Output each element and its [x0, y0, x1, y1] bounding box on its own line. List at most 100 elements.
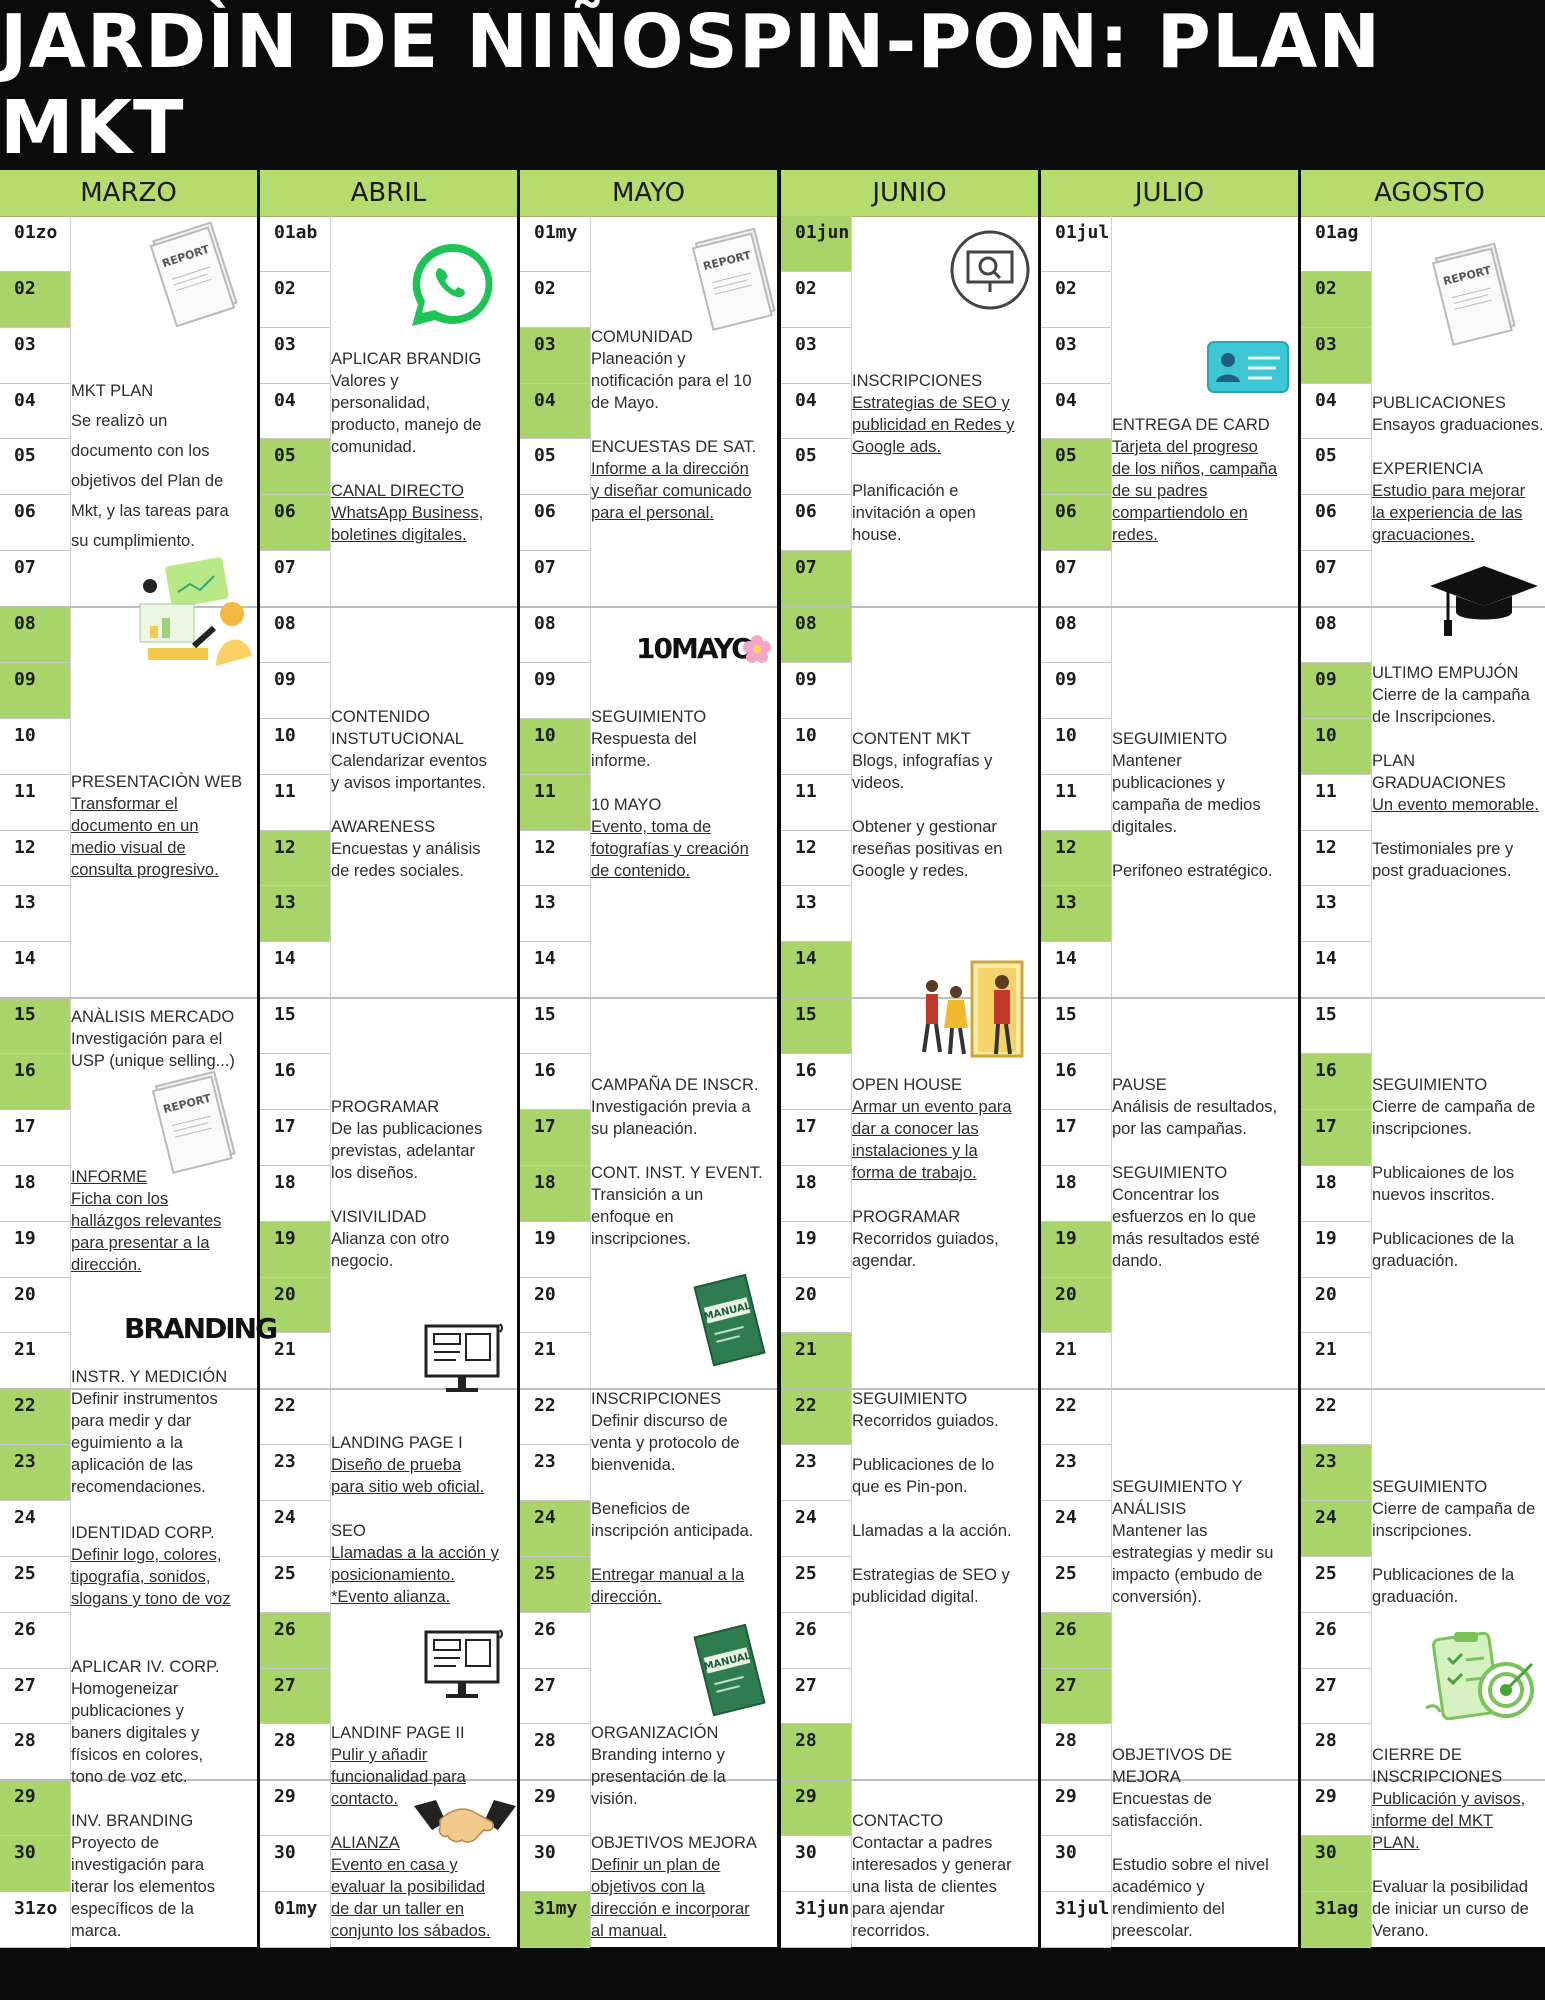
mayo-10-logo: 10MAYO — [636, 632, 755, 665]
day-number: 20 — [0, 1278, 70, 1334]
week-separator — [0, 1779, 257, 1782]
day-number: 09 — [260, 663, 330, 719]
day-number: 17 — [260, 1110, 330, 1166]
event-line: INSCRIPCIONES — [591, 1390, 722, 1408]
event-line: graduación. — [1372, 1252, 1459, 1270]
month-header: JULIO — [1041, 170, 1298, 217]
event-block: CAMPAÑA DE INSCR. Investigación previa a s… — [591, 1074, 776, 1250]
monitor-icon — [424, 1323, 503, 1392]
event-line: bienvenida. — [591, 1456, 676, 1474]
event-line: Estudio para mejorar — [1372, 482, 1526, 500]
month-header: MAYO — [520, 170, 777, 217]
day-number: 13 — [1041, 886, 1111, 943]
event-line: aplicación de las — [71, 1456, 193, 1474]
event-line: Branding interno y — [591, 1746, 725, 1764]
day-number: 18 — [520, 1165, 590, 1222]
month-column-agosto: AGOSTO 01ag 02 03 04 05 06 07 08 09 10 11 12 13 14 15 16… — [1301, 170, 1545, 1948]
event-line: Google ads. — [852, 438, 941, 456]
day-number: 14 — [781, 942, 851, 999]
day-number: 16 — [260, 1054, 330, 1110]
event-line: de dar un taller en — [331, 1900, 465, 1918]
event-block: APLICAR BRANDIG Valores y personalidad, pro… — [331, 348, 516, 546]
day-number: 24 — [1301, 1501, 1371, 1557]
event-line: Respuesta del — [591, 730, 697, 748]
day-number: 09 — [1041, 663, 1111, 719]
day-number: 12 — [260, 830, 330, 887]
event-line: Evento en casa y — [331, 1856, 458, 1874]
day-number: 15 — [0, 998, 70, 1055]
event-block: OBJETIVOS DE MEJORA Encuestas de satisfacci… — [1112, 1744, 1297, 1942]
event-line: documento en un — [71, 817, 199, 835]
event-line: documento con los — [71, 442, 210, 460]
event-line: Planificación e — [852, 482, 959, 500]
day-number: 25 — [260, 1557, 330, 1613]
event-line: contacto. — [331, 1790, 398, 1808]
day-number: 16 — [520, 1054, 590, 1110]
day-number: 04 — [0, 384, 70, 440]
day-number: 31ag — [1301, 1892, 1371, 1948]
event-line: Transición a un — [591, 1186, 704, 1204]
event-line: compartiendolo en — [1112, 504, 1248, 522]
open-house-illustration — [922, 960, 1024, 1058]
day-number: 12 — [0, 831, 70, 887]
event-line: investigación para — [71, 1856, 204, 1874]
event-line: Obtener y gestionar — [852, 818, 997, 836]
week-separator — [260, 997, 517, 1000]
day-number: 07 — [520, 551, 590, 608]
event-line: house. — [852, 526, 902, 544]
day-number: 30 — [1301, 1836, 1371, 1893]
event-line: *Evento alianza. — [331, 1588, 451, 1606]
event-block: SEGUIMIENTO Recorridos guiados. Publicacio… — [852, 1388, 1037, 1608]
event-line: impacto (embudo de — [1112, 1566, 1263, 1584]
day-number: 30 — [1041, 1836, 1111, 1893]
day-number: 26 — [520, 1613, 590, 1669]
event-line: personalidad, — [331, 394, 431, 412]
event-line: su planeación. — [591, 1120, 698, 1138]
event-line: campaña de medios — [1112, 796, 1261, 814]
day-number: 10 — [260, 719, 330, 775]
day-number: 08 — [1041, 607, 1111, 663]
event-block: MKT PLAN Se realizò un documento con los ob… — [71, 376, 256, 556]
day-number: 18 — [260, 1166, 330, 1222]
day-number: 29 — [520, 1780, 590, 1837]
event-line: Entregar manual a la — [591, 1566, 745, 1584]
day-number: 23 — [781, 1445, 851, 1501]
goal-checklist-illustration — [1425, 1631, 1534, 1721]
event-line: conversión). — [1112, 1588, 1202, 1606]
column-divider — [851, 216, 852, 1947]
day-number: 01jun — [781, 216, 851, 272]
day-number: 18 — [781, 1166, 851, 1222]
day-number: 19 — [260, 1221, 330, 1278]
event-line: específicos de la — [71, 1900, 194, 1918]
analyst-illustration — [139, 557, 252, 666]
day-number: 25 — [781, 1557, 851, 1613]
day-number: 27 — [1301, 1669, 1371, 1725]
event-block: INSCRIPCIONES Definir discurso de venta y … — [591, 1388, 776, 1608]
page-title: JARDÌN DE NIÑOSPIN-PON: PLAN MKT — [0, 0, 1382, 171]
day-number: 30 — [0, 1836, 70, 1893]
event-line: que es Pin-pon. — [852, 1478, 968, 1496]
day-number: 21 — [520, 1333, 590, 1390]
day-number: 26 — [0, 1613, 70, 1669]
day-number: 03 — [0, 328, 70, 384]
event-line: PLAN. — [1372, 1834, 1420, 1852]
month-column-mayo: MAYO 01my 02 03 04 05 06 07 08 09 10 11 12 13 14 15 16 17… — [520, 170, 777, 1948]
day-number: 01ag — [1301, 216, 1371, 272]
day-number: 20 — [260, 1277, 330, 1334]
event-line: reseñas positivas en — [852, 840, 1003, 858]
day-number: 22 — [781, 1389, 851, 1446]
event-line: Calendarizar eventos — [331, 752, 487, 770]
day-number: 10 — [1041, 719, 1111, 775]
week-separator — [1301, 1779, 1545, 1782]
event-line: INSCRIPCIONES — [852, 372, 983, 390]
day-number: 26 — [781, 1613, 851, 1669]
event-line: dar a conocer las — [852, 1120, 979, 1138]
event-line: Publicaciones de lo — [852, 1456, 995, 1474]
event-line: PAUSE — [1112, 1076, 1167, 1094]
event-line: publicidad en Redes y — [852, 416, 1015, 434]
event-block: OPEN HOUSE Armar un evento para dar a cono… — [852, 1074, 1037, 1272]
event-line: INV. BRANDING — [71, 1812, 194, 1830]
event-line: GRADUACIONES — [1372, 774, 1506, 792]
day-number: 04 — [1041, 384, 1111, 440]
week-separator — [520, 1388, 777, 1391]
